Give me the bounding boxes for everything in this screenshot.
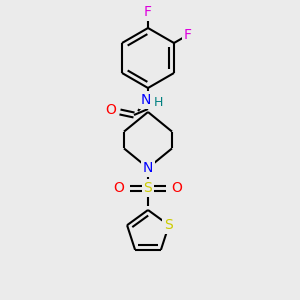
Text: N: N [143,161,153,175]
Text: F: F [184,28,192,42]
Text: N: N [141,93,151,107]
Text: S: S [144,181,152,195]
Text: H: H [153,95,163,109]
Text: O: O [106,103,116,117]
Text: F: F [144,5,152,19]
Text: O: O [172,181,182,195]
Text: O: O [114,181,124,195]
Text: S: S [164,218,173,232]
